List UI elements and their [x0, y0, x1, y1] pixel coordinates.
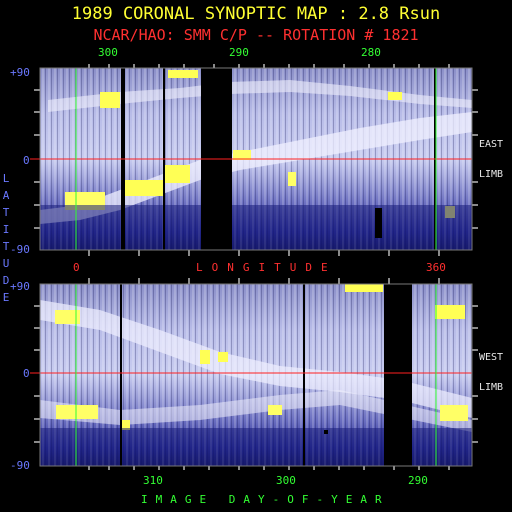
map-title: 1989 CORONAL SYNOPTIC MAP : 2.8 Rsun [71, 4, 441, 24]
longitude-left-label: 0 [73, 261, 80, 274]
west-bright-band [40, 284, 472, 432]
east-limb-label: LIMB [479, 169, 504, 180]
west-data-gap [384, 284, 412, 466]
longitude-right-label: 360 [426, 261, 446, 274]
bottom-tick-label-3: 290 [408, 474, 428, 487]
top-tick-label-3: 280 [361, 46, 381, 59]
top-tick-label-2: 290 [229, 46, 249, 59]
map-subtitle: NCAR/HAO: SMM C/P -- ROTATION # 1821 [93, 26, 419, 44]
west-limb-label: LIMB [479, 382, 504, 393]
west-panel-frame [39, 283, 473, 467]
east-y-top-label: +90 [10, 66, 30, 79]
tick-marks [34, 64, 478, 470]
east-y-zero-label: 0 [23, 154, 30, 167]
east-panel-frame [39, 67, 473, 251]
west-limb-panel [30, 283, 473, 467]
east-label: EAST [479, 139, 504, 150]
top-tick-label-1: 300 [98, 46, 118, 59]
east-y-bottom-label: -90 [10, 243, 30, 256]
west-y-bottom-label: -90 [10, 459, 30, 472]
longitude-axis-label: LONGITUDE [196, 261, 337, 274]
bottom-tick-label-2: 300 [276, 474, 296, 487]
bottom-tick-label-1: 310 [143, 474, 163, 487]
east-limb-panel [30, 67, 473, 251]
west-y-top-label: +90 [10, 280, 30, 293]
west-label: WEST [479, 352, 504, 363]
west-y-zero-label: 0 [23, 367, 30, 380]
day-of-year-axis-label: IMAGE DAY-OF-YEAR [141, 493, 390, 506]
